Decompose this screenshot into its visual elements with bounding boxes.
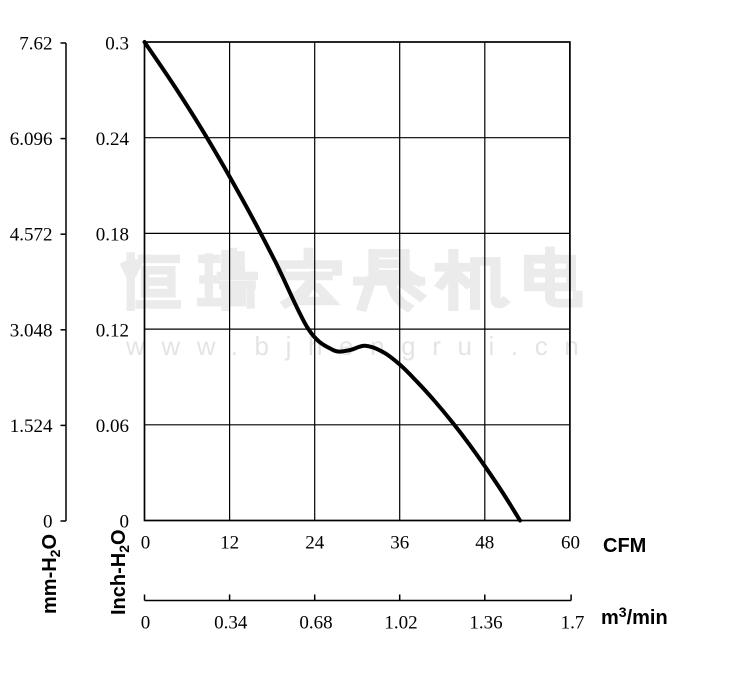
svg-text:0.34: 0.34 (214, 613, 248, 634)
svg-text:0.06: 0.06 (96, 416, 129, 437)
svg-text:Inch-H2O: Inch-H2O (108, 529, 132, 615)
svg-text:www.bjhengrui.cn: www.bjhengrui.cn (125, 331, 595, 361)
svg-text:60: 60 (561, 532, 580, 553)
svg-text:6.096: 6.096 (10, 129, 53, 150)
svg-text:m3/min: m3/min (601, 604, 668, 629)
svg-text:0.68: 0.68 (299, 613, 332, 634)
svg-text:0.24: 0.24 (96, 129, 130, 150)
svg-text:3.048: 3.048 (10, 320, 53, 341)
svg-text:48: 48 (475, 532, 494, 553)
svg-text:0.3: 0.3 (105, 34, 129, 55)
svg-text:1.36: 1.36 (469, 613, 502, 634)
svg-text:1.02: 1.02 (384, 613, 417, 634)
svg-text:0: 0 (43, 512, 53, 533)
svg-text:0.12: 0.12 (96, 320, 129, 341)
svg-text:0: 0 (120, 512, 130, 533)
svg-text:7.62: 7.62 (19, 34, 52, 55)
svg-text:12: 12 (220, 532, 239, 553)
svg-text:0: 0 (141, 613, 151, 634)
svg-text:24: 24 (305, 532, 325, 553)
svg-text:CFM: CFM (603, 535, 646, 557)
svg-text:mm-H2O: mm-H2O (39, 534, 63, 614)
svg-text:0: 0 (141, 532, 151, 553)
svg-text:36: 36 (390, 532, 409, 553)
svg-text:1.524: 1.524 (10, 416, 53, 437)
svg-text:1.7: 1.7 (561, 613, 585, 634)
svg-text:4.572: 4.572 (10, 225, 53, 246)
svg-text:0.18: 0.18 (96, 225, 129, 246)
